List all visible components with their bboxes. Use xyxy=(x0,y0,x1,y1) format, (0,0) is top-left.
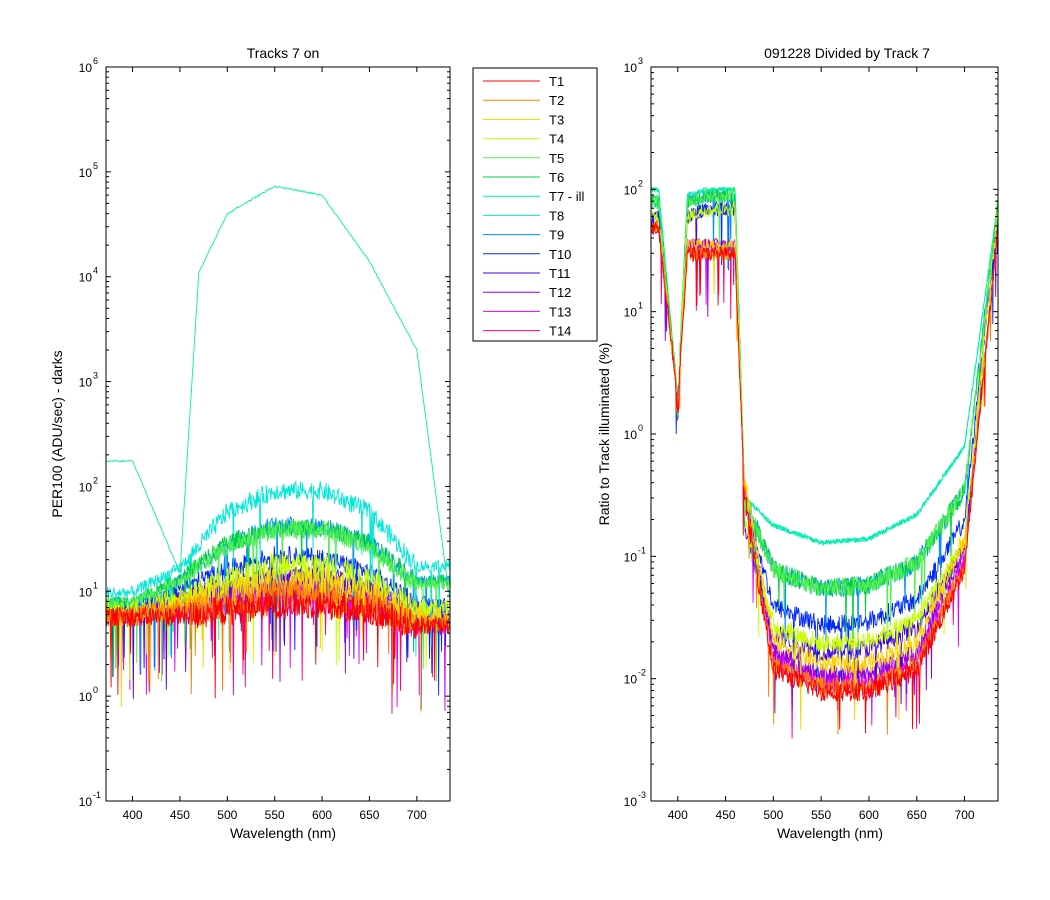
y-tick-exponent: 2 xyxy=(638,178,643,188)
y-tick-label: 10 xyxy=(624,795,638,809)
x-tick-label: 700 xyxy=(407,808,427,822)
left-x-ticks: 400 450 500 550 600 650 700 xyxy=(123,67,427,822)
x-tick-label: 600 xyxy=(312,808,332,822)
y-tick-exponent: 0 xyxy=(638,423,643,433)
left-x-axis-label: Wavelength (nm) xyxy=(230,825,336,841)
right-y-axis-label: Ratio to Track illuminated (%) xyxy=(596,343,612,526)
y-tick-label: 10 xyxy=(79,376,93,390)
x-tick-label: 700 xyxy=(955,808,975,822)
y-tick-label: 10 xyxy=(79,690,93,704)
legend-label: T9 xyxy=(549,228,564,243)
y-tick-exponent: 4 xyxy=(93,266,98,276)
left-series-line xyxy=(106,519,450,682)
legend-label: T12 xyxy=(549,285,571,300)
right-series-line xyxy=(651,188,998,641)
y-tick-exponent: 1 xyxy=(638,301,643,311)
y-tick-exponent: -1 xyxy=(638,545,646,555)
legend-label: T8 xyxy=(549,208,564,223)
right-series-line xyxy=(651,200,998,699)
y-tick-exponent: -2 xyxy=(638,668,646,678)
right-series-line xyxy=(651,186,998,546)
right-series-line xyxy=(651,220,998,730)
y-tick-exponent: 2 xyxy=(93,475,98,485)
right-series-line xyxy=(651,219,998,714)
legend-label: T6 xyxy=(549,170,564,185)
y-tick-exponent: 1 xyxy=(93,580,98,590)
legend-label: T13 xyxy=(549,304,571,319)
left-series-line xyxy=(106,589,450,699)
right-chart-title: 091228 Divided by Track 7 xyxy=(764,45,930,61)
y-tick-label: 10 xyxy=(624,183,638,197)
legend-label: T2 xyxy=(549,93,564,108)
x-tick-label: 550 xyxy=(811,808,831,822)
legend-label: T7 - ill xyxy=(549,189,585,204)
x-tick-label: 600 xyxy=(859,808,879,822)
y-tick-exponent: -3 xyxy=(638,790,646,800)
x-tick-label: 650 xyxy=(907,808,927,822)
x-tick-label: 500 xyxy=(217,808,237,822)
y-tick-exponent: 3 xyxy=(93,371,98,381)
x-tick-label: 400 xyxy=(123,808,143,822)
y-tick-label: 10 xyxy=(624,550,638,564)
legend-label: T4 xyxy=(549,132,564,147)
legend-box xyxy=(472,67,598,342)
y-tick-label: 10 xyxy=(624,673,638,687)
x-tick-label: 500 xyxy=(763,808,783,822)
y-tick-label: 10 xyxy=(79,166,93,180)
x-tick-label: 550 xyxy=(265,808,285,822)
y-tick-label: 10 xyxy=(79,271,93,285)
y-tick-exponent: -1 xyxy=(93,790,101,800)
legend-label: T3 xyxy=(549,112,564,127)
left-plot-frame xyxy=(105,66,451,802)
left-series-line xyxy=(106,480,450,669)
right-axes: 091228 Divided by Track 7 400 450 500 550 60… xyxy=(596,45,999,841)
left-chart-title: Tracks 7 on xyxy=(247,45,320,61)
y-tick-label: 10 xyxy=(624,306,638,320)
y-tick-label: 10 xyxy=(624,61,638,75)
x-tick-label: 400 xyxy=(668,808,688,822)
right-series-line xyxy=(651,200,998,688)
y-tick-exponent: 3 xyxy=(638,56,643,66)
legend-label: T14 xyxy=(549,324,571,339)
y-tick-label: 10 xyxy=(79,795,93,809)
y-tick-label: 10 xyxy=(79,61,93,75)
left-y-axis-label: PER100 (ADU/sec) - darks xyxy=(49,350,65,517)
x-tick-label: 450 xyxy=(170,808,190,822)
y-tick-exponent: 5 xyxy=(93,161,98,171)
legend-label: T5 xyxy=(549,151,564,166)
y-tick-label: 10 xyxy=(79,480,93,494)
left-series-line xyxy=(106,185,450,602)
right-series-line xyxy=(651,220,998,734)
y-tick-label: 10 xyxy=(624,428,638,442)
legend: T1 T2 T3 T4 T5 T6 T7 - ill T8 T9 T10 T11 T12 T13 T14 xyxy=(472,67,598,342)
right-x-axis-label: Wavelength (nm) xyxy=(777,825,883,841)
y-tick-exponent: 0 xyxy=(93,685,98,695)
right-x-ticks: 400 450 500 550 600 650 700 xyxy=(668,67,975,822)
y-tick-exponent: 6 xyxy=(93,56,98,66)
left-axes: Tracks 7 on 400 450 500 550 600 650 700 10 -110… xyxy=(49,45,451,841)
x-tick-label: 450 xyxy=(716,808,736,822)
legend-label: T1 xyxy=(549,74,564,89)
x-tick-label: 650 xyxy=(359,808,379,822)
legend-label: T11 xyxy=(549,266,570,281)
legend-label: T10 xyxy=(549,247,571,262)
y-tick-label: 10 xyxy=(79,585,93,599)
